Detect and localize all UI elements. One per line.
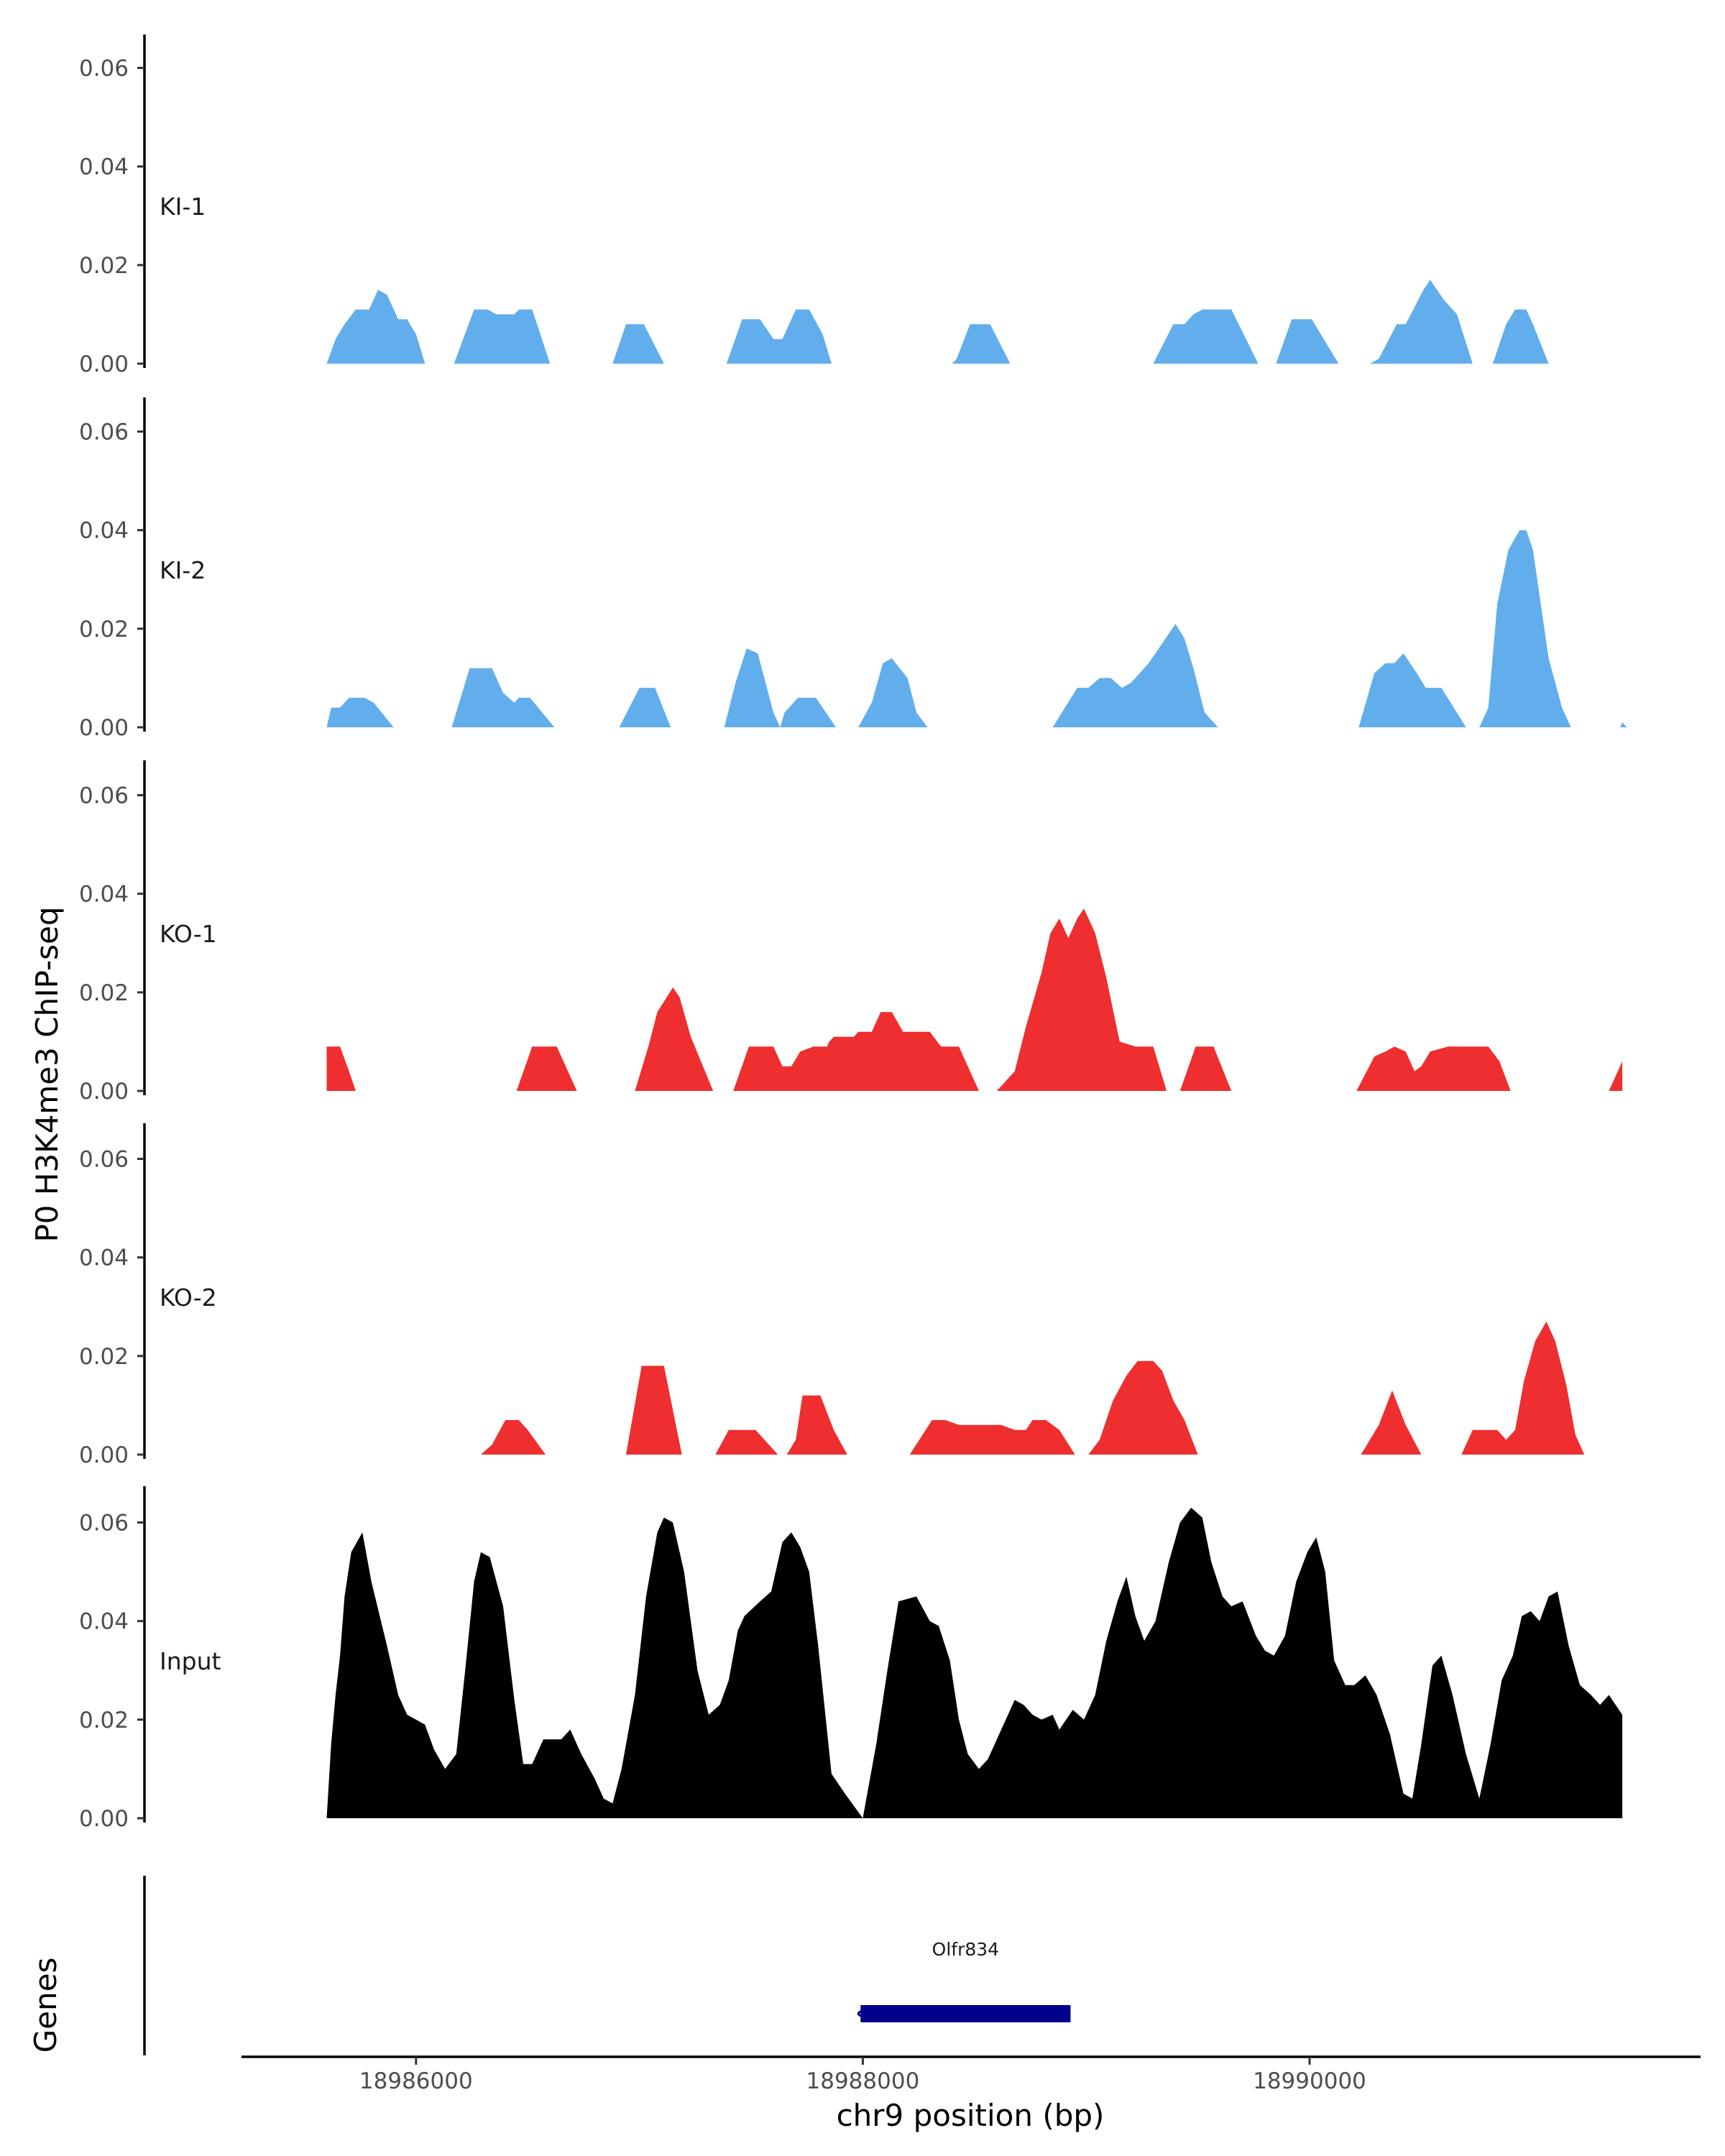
- signal-area-ko-1: [326, 908, 1623, 1091]
- track-label-input: Input: [160, 1647, 221, 1675]
- y-tick-label-ko-2: 0.04: [79, 1245, 129, 1271]
- y-tick-label-ki-1: 0.06: [79, 56, 129, 82]
- signal-area-ki-2: [326, 530, 1627, 727]
- signal-area-ki-1: [326, 280, 1549, 364]
- y-tick-label-ko-1: 0.06: [79, 783, 129, 809]
- track-panel-ki-2: 0.00 0.02 0.04 0.06 KI-2: [79, 397, 1627, 741]
- y-tick-label-ki-1: 0.02: [79, 253, 129, 279]
- y-tick-label-ki-1: 0.04: [79, 155, 129, 180]
- gene-track: Olfr834: [143, 1876, 1071, 2055]
- track-label-ko-2: KO-2: [160, 1284, 217, 1312]
- y-axis-title: P0 H3K4me3 ChIP-seq: [29, 906, 65, 1242]
- track-panel-ki-1: 0.00 0.02 0.04 0.06 KI-1: [79, 34, 1549, 377]
- y-tick-label-ki-2: 0.04: [79, 518, 129, 544]
- strand-arrow-icon: [857, 2006, 868, 2022]
- y-tick-label-ko-1: 0.04: [79, 882, 129, 908]
- gene-body: [860, 2005, 1071, 2022]
- y-tick-label-ki-2: 0.00: [79, 715, 129, 741]
- y-tick-label-input: 0.02: [79, 1708, 129, 1733]
- x-tick-label: 18986000: [359, 2068, 473, 2094]
- gene-name-label: Olfr834: [932, 1939, 999, 1960]
- x-axis: 18986000 18988000 18990000: [242, 2055, 1701, 2094]
- y-tick-label-ko-1: 0.02: [79, 980, 129, 1006]
- signal-area-ko-2: [481, 1321, 1585, 1455]
- gene-olfr834: Olfr834: [857, 1939, 1071, 2022]
- track-label-ko-1: KO-1: [160, 920, 217, 948]
- track-label-ki-2: KI-2: [160, 556, 206, 584]
- y-tick-label-ko-1: 0.00: [79, 1079, 129, 1105]
- y-tick-label-input: 0.00: [79, 1806, 129, 1832]
- y-tick-label-ko-2: 0.00: [79, 1442, 129, 1468]
- y-tick-label-ko-2: 0.06: [79, 1147, 129, 1173]
- y-tick-label-input: 0.04: [79, 1609, 129, 1635]
- gene-track-title: Genes: [28, 1958, 63, 2053]
- y-tick-label-input: 0.06: [79, 1511, 129, 1537]
- track-label-ki-1: KI-1: [160, 193, 206, 221]
- track-panel-input: 0.00 0.02 0.04 0.06 Input: [79, 1486, 1623, 1832]
- x-axis-title: chr9 position (bp): [837, 2098, 1105, 2133]
- x-tick-label: 18988000: [806, 2068, 920, 2094]
- signal-area-input: [326, 1507, 1623, 1818]
- y-tick-label-ki-2: 0.02: [79, 617, 129, 642]
- x-tick-label: 18990000: [1253, 2068, 1366, 2094]
- y-tick-label-ki-2: 0.06: [79, 420, 129, 446]
- track-panel-ko-1: 0.00 0.02 0.04 0.06 KO-1: [79, 760, 1623, 1105]
- y-tick-label-ki-1: 0.00: [79, 351, 129, 377]
- y-tick-label-ko-2: 0.02: [79, 1344, 129, 1370]
- signal-tracks: 0.00 0.02 0.04 0.06 KI-1 0.00 0.02 0.04 0.06 KI-2…: [79, 34, 1627, 1832]
- track-panel-ko-2: 0.00 0.02 0.04 0.06 KO-2: [79, 1123, 1585, 1468]
